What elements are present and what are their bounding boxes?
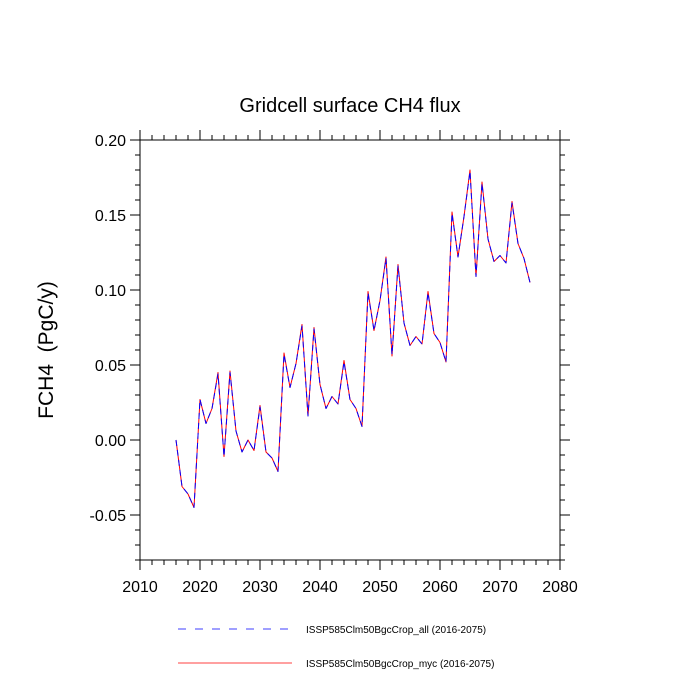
legend: ISSP585Clm50BgcCrop_all (2016-2075) ISSP5… (178, 625, 494, 670)
y-axis-title: FCH4 (PgC/y) (35, 281, 58, 419)
y-tick-label: 0.05 (95, 358, 126, 375)
x-tick-label: 2080 (542, 579, 578, 596)
x-tick-label: 2070 (482, 579, 518, 596)
series-line (175, 171, 531, 508)
x-tick-label: 2010 (122, 579, 158, 596)
x-tick-label: 2060 (422, 579, 458, 596)
x-tick-label: 2030 (242, 579, 278, 596)
legend-label: ISSP585Clm50BgcCrop_all (2016-2075) (306, 625, 486, 636)
y-tick-label: 0.20 (95, 133, 126, 150)
series-line (175, 169, 531, 508)
x-tick-label: 2020 (182, 579, 218, 596)
x-tick-label: 2050 (362, 579, 398, 596)
plot-frame (139, 139, 561, 561)
y-tick-label: 0.15 (95, 208, 126, 225)
y-tick-label: 0.10 (95, 283, 126, 300)
y-tick-label: -0.05 (90, 508, 127, 525)
legend-label: ISSP585Clm50BgcCrop_myc (2016-2075) (306, 659, 494, 670)
plot-area: 2010 2020 2030 2040 2050 2060 2070 2080 -0.05 0.0… (90, 130, 578, 596)
y-tick-label: 0.00 (95, 433, 126, 450)
chart-title: Gridcell surface CH4 flux (239, 95, 460, 117)
x-tick-label: 2040 (302, 579, 338, 596)
